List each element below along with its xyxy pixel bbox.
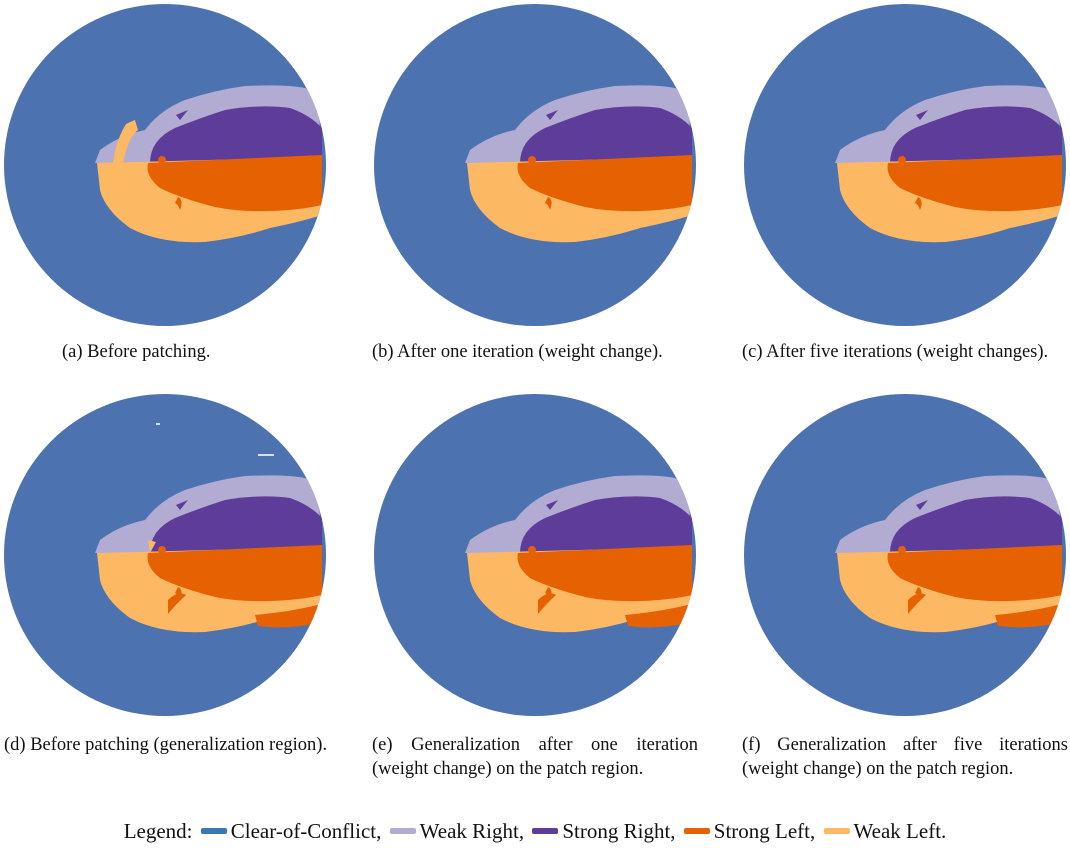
strong-right-fleck: [916, 110, 928, 120]
strong-right-region: [520, 106, 692, 163]
legend-swatch: [532, 828, 559, 835]
strong-left-fleck: [915, 197, 922, 210]
strong-left-hook: [908, 593, 926, 614]
legend-swatch: [389, 828, 416, 835]
panel-c: [740, 0, 1070, 330]
panel-e: [370, 390, 700, 720]
plot-d: [4, 394, 326, 716]
plot-b: [374, 4, 696, 326]
legend-swatch: [200, 828, 227, 835]
strong-left-fleck: [545, 197, 552, 210]
legend-item-weak-right: Weak Right,: [387, 818, 524, 844]
strong-left-dot: [898, 546, 906, 554]
strong-left-hook: [538, 593, 556, 614]
strong-left-region: [887, 155, 1062, 212]
legend-swatch: [683, 828, 710, 835]
caption-e: (e) Generalization after one iteration (…: [372, 735, 698, 779]
plot-f: [744, 394, 1066, 716]
advisory-regions: [95, 475, 322, 633]
strong-right-region: [890, 106, 1062, 163]
weak-left-chip: [148, 540, 156, 553]
legend: Legend: Clear-of-Conflict, Weak Right, S…: [0, 818, 1070, 844]
legend-item-clear-of-conflict: Clear-of-Conflict,: [198, 818, 382, 844]
strong-left-dot: [528, 156, 536, 164]
strong-left-region: [887, 545, 1062, 602]
panel-a: [0, 0, 330, 330]
legend-label: Weak Right,: [419, 819, 525, 843]
strong-left-region: [147, 545, 322, 602]
advisory-regions: [465, 475, 692, 633]
strong-right-region: [520, 496, 692, 553]
caption-b: (b) After one iteration (weight change).: [372, 342, 663, 362]
strong-left-dot: [528, 546, 536, 554]
advisory-regions: [835, 475, 1062, 633]
plot-a: [4, 4, 326, 326]
strong-left-region: [517, 155, 692, 212]
caption-d: (d) Before patching (generalization regi…: [4, 735, 328, 755]
strong-right-fleck: [176, 110, 188, 120]
patch-marker: [258, 454, 274, 456]
advisory-regions: [95, 85, 322, 243]
strong-left-hook: [168, 593, 186, 614]
legend-label: Clear-of-Conflict,: [230, 819, 382, 843]
strong-right-fleck: [176, 500, 188, 510]
strong-left-dot: [898, 156, 906, 164]
panel-f: [740, 390, 1070, 720]
patch-marker: [156, 423, 160, 425]
advisory-regions: [835, 85, 1062, 243]
strong-left-dot: [158, 156, 166, 164]
strong-left-region: [517, 545, 692, 602]
strong-left-fleck: [175, 197, 182, 210]
strong-left-band: [255, 604, 322, 628]
strong-left-band: [625, 604, 692, 628]
strong-right-fleck: [546, 110, 558, 120]
legend-label: Weak Left.: [853, 819, 947, 843]
weak-left-streak: [113, 120, 138, 163]
strong-left-dot: [158, 546, 166, 554]
legend-item-strong-right: Strong Right,: [529, 818, 676, 844]
legend-label: Strong Left,: [713, 819, 816, 843]
strong-right-fleck: [546, 500, 558, 510]
legend-item-weak-left: Weak Left.: [821, 818, 947, 844]
legend-prefix: Legend:: [123, 819, 193, 843]
strong-left-region: [147, 155, 322, 212]
plot-e: [374, 394, 696, 716]
caption-f: (f) Generalization after five iterations…: [742, 735, 1068, 779]
strong-right-region: [890, 496, 1062, 553]
legend-label: Strong Right,: [562, 819, 676, 843]
legend-swatch: [823, 828, 850, 835]
strong-left-band: [995, 604, 1062, 628]
legend-item-strong-left: Strong Left,: [681, 818, 815, 844]
plot-c: [744, 4, 1066, 326]
advisory-regions: [465, 85, 692, 243]
panel-d: [0, 390, 330, 720]
panel-b: [370, 0, 700, 330]
strong-right-fleck: [916, 500, 928, 510]
caption-c: (c) After five iterations (weight change…: [742, 342, 1049, 362]
strong-right-region: [150, 106, 322, 163]
caption-a: (a) Before patching.: [62, 342, 211, 362]
strong-right-region: [150, 496, 322, 553]
